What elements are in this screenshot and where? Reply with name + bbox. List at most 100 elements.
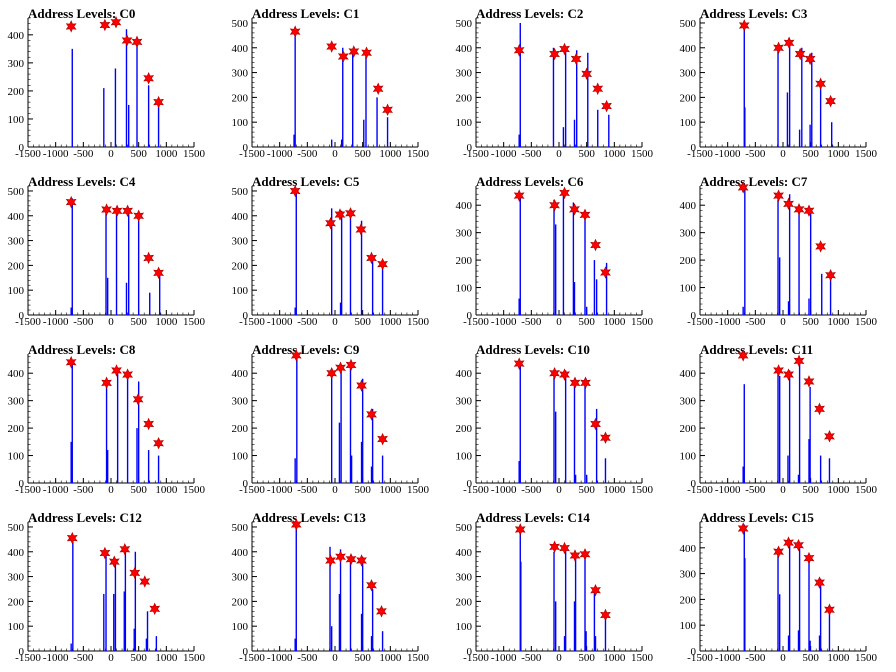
x-tick-label: 500 [802, 316, 819, 328]
peak-marker [803, 204, 815, 217]
peak-marker [99, 546, 111, 560]
peak-marker [514, 523, 526, 536]
y-tick-label: 400 [456, 368, 473, 380]
x-tick-label: 1000 [827, 316, 850, 328]
y-tick-label: 300 [8, 58, 25, 70]
x-tick-label: -500 [521, 148, 542, 160]
y-tick-label: 200 [680, 423, 697, 435]
peak-marker [143, 251, 155, 265]
x-tick-label: 1500 [855, 316, 878, 328]
peak-marker [783, 36, 795, 50]
y-tick-label: 100 [8, 114, 25, 126]
peak-marker [65, 355, 77, 369]
y-tick-label: 300 [680, 396, 697, 408]
peak-marker [600, 266, 611, 279]
peak-marker [513, 189, 525, 202]
x-tick-label: -1500 [463, 148, 489, 160]
chart-title: Address Levels: C14 [476, 510, 590, 525]
peak-marker [804, 52, 816, 66]
chart-title: Address Levels: C15 [700, 510, 814, 525]
peak-marker [570, 52, 582, 66]
x-tick-label: 0 [780, 484, 786, 496]
x-tick-label: 1000 [379, 316, 402, 328]
x-tick-label: 0 [108, 652, 114, 664]
x-tick-label: 1500 [631, 484, 654, 496]
peak-marker [773, 41, 784, 55]
histogram-plot: 0 100 200 300 400 -1500 -1000 -500 0 500 1000 1500 [456, 186, 654, 328]
chart-title: Address Levels: C2 [476, 6, 584, 21]
x-tick-label: 1000 [379, 148, 402, 160]
x-tick-label: 1000 [827, 484, 850, 496]
x-tick-label: 1500 [407, 652, 430, 664]
peak-marker [335, 550, 346, 563]
y-tick-label: 400 [8, 368, 25, 380]
y-tick-label: 100 [456, 451, 473, 463]
x-tick-label: -1000 [43, 484, 69, 496]
chart-panel: Address Levels: C3 0 100 200 300 400 500 -1500-… [672, 0, 896, 168]
y-tick-label: 0 [467, 310, 473, 322]
histogram-plot: 0 100 200 300 400 -1500 -1000 -500 0 500 1000 1500 [8, 354, 206, 496]
peak-marker [290, 349, 302, 362]
y-tick-label: 100 [680, 451, 697, 463]
x-tick-label: -500 [745, 484, 766, 496]
x-tick-label: 500 [130, 484, 147, 496]
y-tick-label: 200 [8, 260, 25, 272]
x-tick-label: 1500 [631, 148, 654, 160]
peak-marker [592, 82, 604, 95]
peak-marker [581, 67, 593, 81]
x-tick-label: -500 [521, 316, 542, 328]
x-tick-label: 1500 [631, 316, 654, 328]
histogram-plot: 0 100 200 300 400 500 -1500 -1000 -500 0 500 1000 15… [232, 184, 430, 328]
peak-marker [326, 366, 338, 380]
y-tick-label: 100 [680, 117, 697, 129]
peak-marker [737, 349, 749, 362]
x-tick-label: -500 [73, 316, 94, 328]
x-tick-label: 500 [802, 652, 819, 664]
peak-marker [356, 379, 367, 392]
peak-marker [793, 538, 804, 552]
y-tick-label: 400 [680, 368, 697, 380]
peak-marker [559, 42, 570, 56]
x-tick-label: -500 [745, 148, 766, 160]
x-tick-label: -1500 [463, 652, 489, 664]
x-tick-label: 1500 [183, 148, 206, 160]
x-tick-label: -500 [297, 148, 318, 160]
x-tick-label: 1500 [855, 652, 878, 664]
x-tick-label: 0 [332, 652, 338, 664]
chart-title: Address Levels: C9 [252, 342, 360, 357]
x-tick-label: 1500 [855, 484, 878, 496]
y-tick-label: 0 [691, 310, 697, 322]
peak-marker [549, 366, 560, 380]
histogram-plot: 0 100 200 300 400 500 -1500 -1000 -500 0 500 1000 15… [8, 185, 206, 328]
x-tick-label: -1000 [43, 148, 69, 160]
x-tick-label: -500 [73, 148, 94, 160]
x-tick-label: 500 [578, 316, 595, 328]
y-tick-label: 100 [232, 621, 249, 633]
chart-title: Address Levels: C1 [252, 6, 360, 21]
x-tick-label: -1000 [43, 652, 69, 664]
y-tick-label: 200 [456, 596, 473, 608]
y-tick-label: 100 [8, 621, 25, 633]
histogram-plot: 0 100 200 300 400 500 -1500 -1000 -500 0 500 1000 15… [8, 521, 206, 664]
x-tick-label: -1500 [15, 484, 41, 496]
y-tick-label: 500 [680, 18, 697, 30]
histogram-plot: 0 100 200 300 400 -1500 -1000 -500 0 500 1000 1500 [680, 181, 878, 328]
y-tick-label: 300 [456, 396, 473, 408]
chart-panel: Address Levels: C6 0 100 200 300 400 -1500 -100… [448, 168, 672, 336]
y-tick-label: 200 [680, 92, 697, 104]
peak-marker [345, 358, 357, 372]
y-tick-label: 0 [19, 142, 25, 154]
peak-marker [153, 95, 164, 109]
y-tick-label: 0 [467, 142, 473, 154]
chart-title: Address Levels: C11 [700, 342, 814, 357]
x-tick-label: 1500 [407, 316, 430, 328]
chart-title: Address Levels: C8 [28, 342, 136, 357]
peak-marker [65, 195, 77, 209]
peak-marker [783, 368, 794, 381]
x-tick-label: -500 [521, 652, 542, 664]
peak-marker [326, 40, 338, 53]
x-tick-label: 0 [780, 148, 786, 160]
peak-marker [783, 197, 794, 211]
x-tick-label: 0 [556, 652, 562, 664]
peak-marker [361, 46, 372, 59]
